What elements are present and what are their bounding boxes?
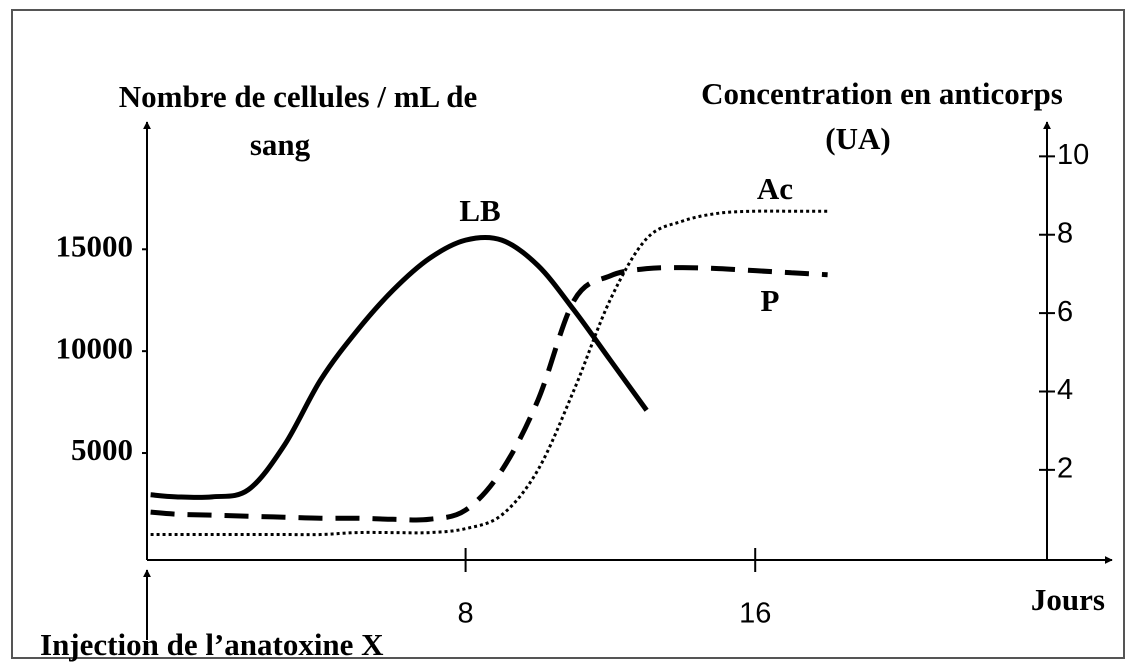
x-tick-label: 8 [458,598,474,630]
y-axis-title: Nombre de cellules / mL de [119,79,477,114]
x-tick-label: 16 [739,598,771,630]
y2-tick-label: 8 [1057,217,1073,249]
frame [11,9,1125,659]
series-line [150,209,828,537]
x-axis-title: Jours [1031,582,1105,617]
series-line [150,265,828,523]
y2-axis-title: (UA) [825,121,890,156]
y-axis-title: sang [250,127,311,162]
y2-tick-label: 10 [1057,139,1089,171]
y-tick-label: 10000 [56,330,134,365]
series-label: Ac [757,171,793,206]
y2-tick-label: 4 [1057,374,1073,406]
annotation: Injection de l’anatoxine X [40,627,384,662]
y2-axis-title: Concentration en anticorps [701,76,1063,111]
y-tick-label: 15000 [56,228,134,263]
y-tick-label: 5000 [71,432,133,467]
y2-tick-label: 2 [1057,453,1073,485]
series-line [150,234,649,500]
y2-tick-label: 6 [1057,296,1073,328]
series-label: P [761,283,780,318]
series-label: LB [459,193,500,228]
